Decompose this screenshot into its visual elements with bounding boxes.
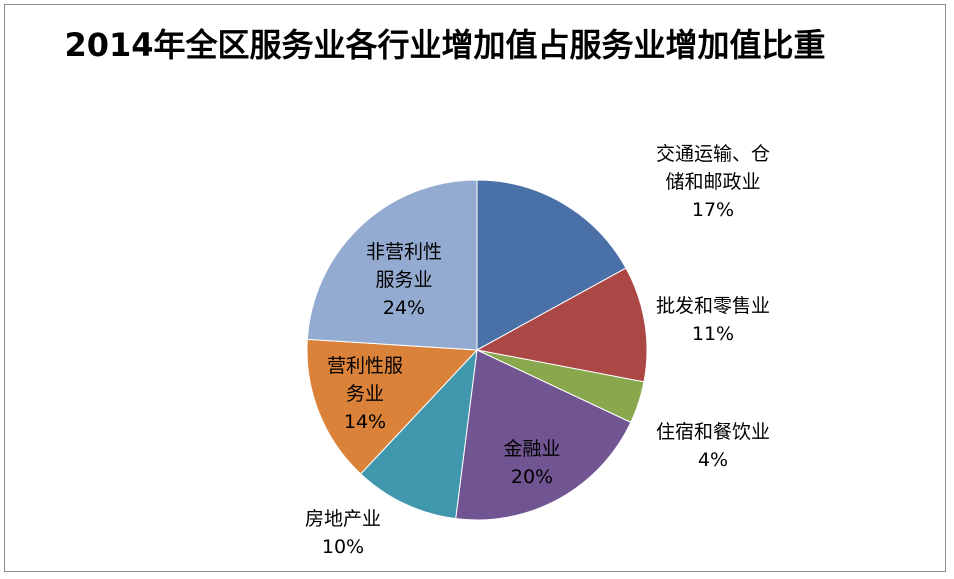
- slice-label: 营利性服务业 14%: [327, 355, 403, 433]
- slice-label: 住宿和餐饮业 4%: [656, 421, 770, 471]
- slice-label: 金融业 20%: [503, 438, 560, 488]
- pie-slice: [475, 267, 648, 383]
- pie-slice: [455, 349, 632, 521]
- slice-label: 批发和零售业 11%: [656, 295, 770, 345]
- pie-slice: [306, 179, 478, 351]
- pie-slice: [476, 179, 627, 351]
- chart-title: 2014年全区服务业各行业增加值占服务业增加值比重: [64, 26, 826, 64]
- pie-slice: [359, 348, 478, 520]
- slice-label: 房地产业 10%: [305, 508, 381, 558]
- pie-slice: [306, 338, 479, 475]
- slice-label: 非营利性服务业 24%: [366, 241, 442, 319]
- slice-label: 交通运输、仓储和邮政业 17%: [656, 143, 770, 221]
